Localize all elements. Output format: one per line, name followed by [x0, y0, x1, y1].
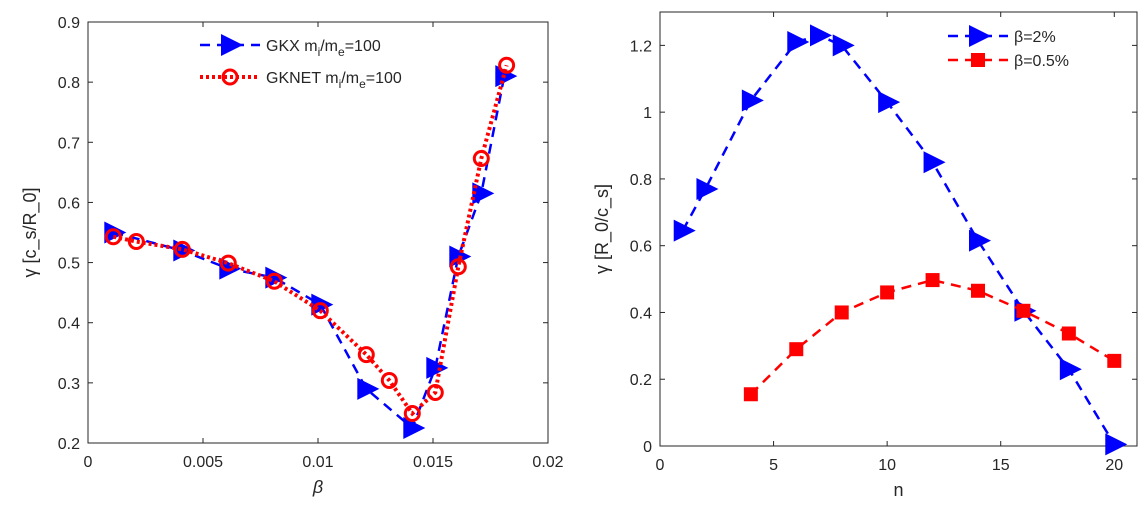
data-point	[925, 273, 940, 288]
data-point	[878, 91, 901, 114]
data-point	[969, 229, 991, 252]
y-tick-label: 0.3	[58, 376, 80, 393]
x-tick-label: 0.005	[183, 454, 223, 471]
y-tick-label: 1	[643, 105, 652, 122]
y-tick-label: 0.4	[630, 305, 652, 322]
data-point	[311, 302, 329, 320]
legend-label: β=0.5%	[1014, 53, 1069, 70]
data-point	[127, 233, 145, 251]
data-point	[1059, 358, 1082, 381]
legend-marker	[969, 25, 991, 47]
axes-box	[659, 11, 1138, 447]
y-tick-label: 0.5	[58, 256, 80, 273]
x-tick-label: 15	[992, 457, 1010, 474]
legend-entry: β=2%	[948, 25, 1056, 47]
series-2	[104, 56, 516, 423]
data-point	[1107, 353, 1122, 368]
data-point	[673, 219, 696, 242]
x-tick-label: 10	[878, 457, 896, 474]
x-tick-label: 0	[656, 457, 665, 474]
y-tick-label: 0.9	[58, 15, 80, 32]
data-point	[787, 31, 810, 54]
data-point	[219, 254, 237, 272]
chart-1: 0 0.005 0.01 0.015 0.02 0.2 0.3 0.4 0.5 0.6 0.7 0.8…	[20, 15, 564, 497]
x-tick-label: 0.01	[302, 454, 333, 471]
data-point	[403, 405, 421, 423]
y-axis-label: γ [R_0/c_s]	[592, 184, 613, 274]
data-point	[810, 24, 832, 47]
legend-entry: β=0.5%	[948, 53, 1069, 70]
legend-label: β=2%	[1014, 29, 1056, 46]
data-point	[265, 266, 288, 289]
data-point	[741, 89, 764, 112]
data-point	[357, 346, 375, 364]
y-tick-label: 0.8	[58, 75, 80, 92]
data-point	[880, 285, 895, 300]
y-tick-label: 0.7	[58, 135, 80, 152]
legend-marker	[221, 34, 243, 56]
y-tick-label: 0.6	[630, 239, 652, 256]
data-point	[1105, 433, 1128, 456]
legend-entry: GKX mi/me=100	[200, 34, 381, 59]
data-point	[1016, 303, 1031, 318]
data-point	[380, 371, 398, 389]
data-point	[173, 240, 191, 258]
y-tick-label: 0.2	[58, 436, 80, 453]
x-tick-label: 0.015	[413, 454, 453, 471]
data-point	[923, 151, 946, 174]
y-tick-label: 0.6	[58, 195, 80, 212]
data-point	[832, 34, 855, 57]
data-point	[426, 383, 444, 401]
data-point	[498, 56, 516, 74]
data-point	[403, 416, 426, 439]
data-point	[696, 177, 719, 200]
x-axis-label: n	[893, 480, 903, 500]
y-tick-label: 0	[643, 439, 652, 456]
legend-marker	[971, 53, 985, 67]
x-tick-label: 20	[1105, 457, 1123, 474]
data-point	[834, 305, 849, 320]
data-point	[426, 356, 449, 379]
data-point	[971, 283, 985, 298]
data-point	[104, 228, 122, 246]
data-point	[104, 221, 127, 244]
series-line	[681, 34, 1116, 445]
y-tick-label: 0.4	[58, 316, 80, 333]
legend-label: GKNET mi/me=100	[266, 70, 402, 91]
legend-label: GKX mi/me=100	[266, 38, 381, 59]
data-point	[743, 387, 758, 402]
series-line	[112, 75, 506, 431]
y-tick-label: 0.2	[630, 372, 652, 389]
y-tick-label: 1.2	[630, 38, 652, 55]
data-point	[472, 150, 490, 168]
x-axis-label: β	[312, 477, 323, 497]
x-tick-label: 0.02	[532, 454, 563, 471]
series-line	[749, 278, 1115, 396]
data-point	[357, 377, 380, 400]
data-point	[1061, 326, 1076, 341]
data-point	[449, 258, 467, 276]
data-point	[265, 272, 283, 290]
series-1	[673, 24, 1128, 456]
y-axis-label: γ [c_s/R_0]	[20, 187, 41, 277]
chart-2: 0 5 10 15 20 0 0.2 0.4 0.6 0.8 1 1.2 n γ [R_0/c_s] β=2…	[592, 11, 1138, 500]
series-2	[743, 273, 1122, 402]
data-point	[472, 182, 495, 205]
legend-marker	[221, 68, 239, 86]
y-tick-label: 0.8	[630, 172, 652, 189]
x-tick-label: 5	[769, 457, 778, 474]
axes-box	[87, 21, 549, 444]
data-point	[789, 342, 804, 357]
legend-entry: GKNET mi/me=100	[200, 68, 402, 91]
x-tick-label: 0	[84, 454, 93, 471]
